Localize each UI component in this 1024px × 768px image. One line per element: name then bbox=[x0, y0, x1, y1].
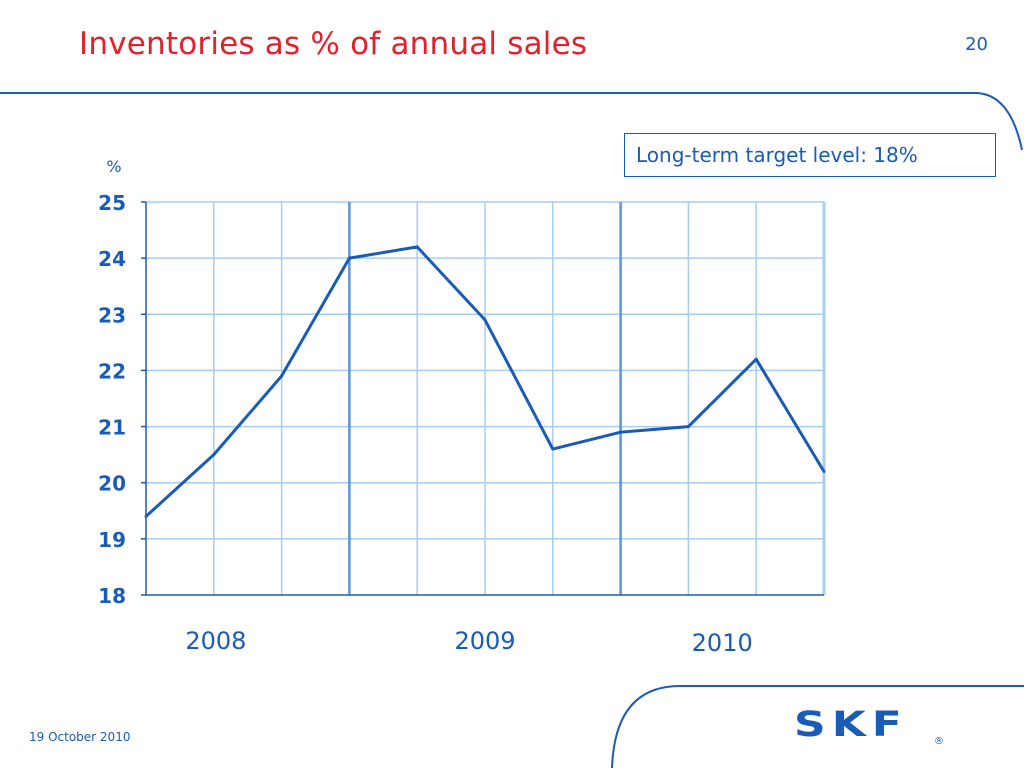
y-tick-label: 20 bbox=[98, 472, 126, 496]
data-point bbox=[347, 256, 351, 260]
footer-date: 19 October 2010 bbox=[29, 730, 131, 744]
header-border-curve bbox=[0, 92, 1023, 151]
data-point bbox=[754, 357, 758, 361]
data-point bbox=[619, 430, 623, 434]
y-tick-label: 19 bbox=[98, 528, 126, 552]
chart-labels: 25 24 23 22 21 20 19 18% 2008 2009 2010 bbox=[98, 157, 753, 657]
target-level-callout: Long-term target level: 18% bbox=[624, 133, 996, 177]
data-point bbox=[822, 469, 826, 473]
data-point bbox=[280, 374, 284, 378]
chart-axes bbox=[141, 201, 824, 596]
y-axis-label: % bbox=[106, 157, 121, 176]
page-number: 20 bbox=[965, 34, 988, 55]
data-point bbox=[144, 514, 148, 518]
chart-grid bbox=[146, 201, 826, 595]
data-point bbox=[483, 318, 487, 322]
x-year-label: 2009 bbox=[454, 627, 515, 655]
data-point bbox=[212, 453, 216, 457]
data-point bbox=[686, 425, 690, 429]
y-tick-label: 25 bbox=[98, 191, 126, 215]
y-tick-label: 21 bbox=[98, 416, 126, 440]
y-tick-label: 24 bbox=[98, 247, 126, 271]
chart-series bbox=[144, 245, 826, 518]
x-year-label: 2010 bbox=[692, 629, 753, 657]
skf-logo: SKF bbox=[794, 704, 908, 745]
data-point bbox=[415, 245, 419, 249]
slide-title: Inventories as % of annual sales bbox=[79, 26, 588, 62]
y-tick-label: 18 bbox=[98, 584, 126, 608]
y-tick-label: 22 bbox=[98, 359, 126, 383]
data-point bbox=[551, 447, 555, 451]
y-tick-label: 23 bbox=[98, 303, 126, 327]
registered-mark: ® bbox=[934, 736, 944, 747]
footer-border-curve bbox=[611, 685, 1024, 768]
x-year-label: 2008 bbox=[185, 627, 246, 655]
